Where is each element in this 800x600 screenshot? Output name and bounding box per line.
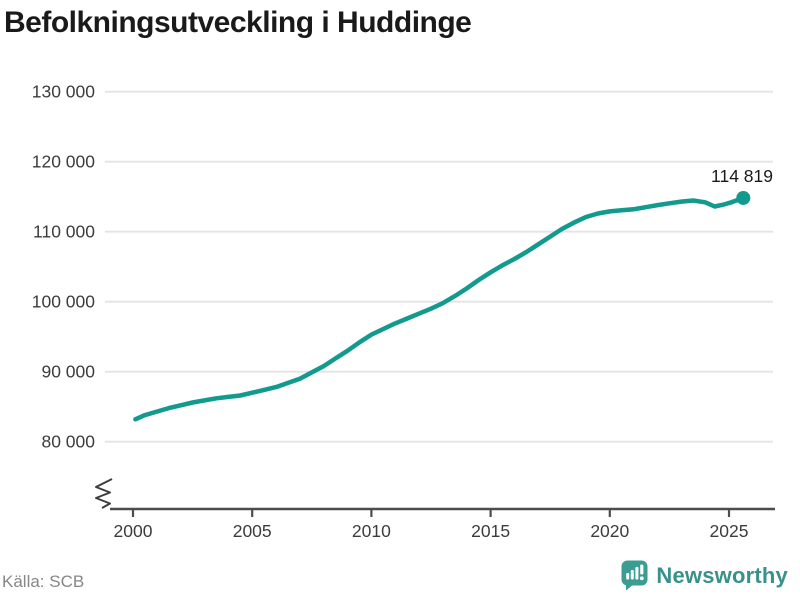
x-axis-tick-label: 2020	[590, 521, 629, 541]
chart-title: Befolkningsutveckling i Huddinge	[4, 6, 472, 39]
axis-break-icon	[95, 478, 113, 509]
x-axis-tick-label: 2005	[233, 521, 272, 541]
x-axis-tick-label: 2015	[471, 521, 510, 541]
y-axis-tick-label: 100 000	[32, 292, 96, 312]
last-point-marker	[736, 190, 751, 205]
population-chart: 130 000 120 000 110 000 100 000 90 000 80 000…	[32, 82, 775, 541]
y-axis-tick-label: 110 000	[33, 222, 95, 242]
newsworthy-bubble-chart-icon	[621, 560, 648, 591]
newsworthy-brand-text: Newsworthy	[656, 562, 788, 588]
y-axis-tick-label: 80 000	[41, 432, 95, 452]
y-axis-tick-label: 90 000	[41, 362, 95, 382]
y-axis-tick-label: 120 000	[32, 152, 96, 172]
x-axis-tick-label: 2025	[710, 521, 749, 541]
x-axis-tick-label: 2010	[352, 521, 391, 541]
x-axis-tick-label: 2000	[114, 521, 153, 541]
population-line	[133, 195, 746, 422]
newsworthy-logo: Newsworthy	[621, 560, 788, 591]
last-value-annotation: 114 819	[711, 166, 773, 186]
y-axis-tick-label: 130 000	[32, 82, 96, 102]
source-label: Källa: SCB	[2, 572, 85, 591]
